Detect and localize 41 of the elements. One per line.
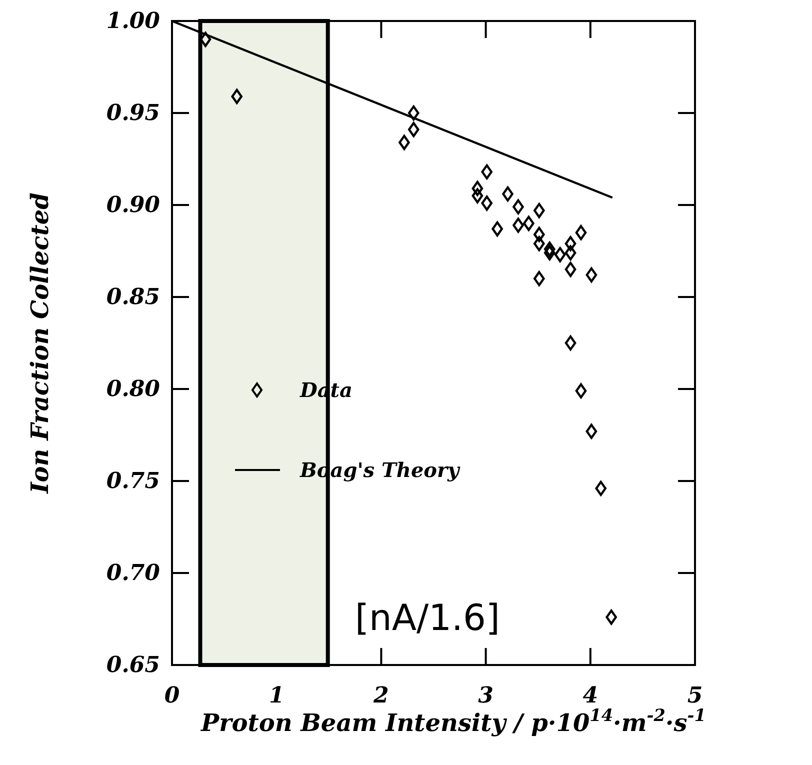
y-tick-label: 0.75 [106, 468, 160, 494]
point [523, 216, 534, 231]
point [575, 383, 587, 398]
point [544, 245, 556, 260]
point [408, 122, 420, 138]
point [533, 202, 545, 218]
point [564, 262, 576, 277]
point [398, 134, 410, 150]
point [231, 88, 242, 104]
annotation: [nA/1.6] [355, 598, 500, 639]
point [512, 199, 524, 214]
point [564, 335, 576, 351]
point [533, 236, 545, 252]
point [481, 196, 492, 211]
point [575, 225, 587, 240]
point [533, 271, 545, 286]
point [472, 188, 484, 204]
y-tick-label: 1.00 [106, 8, 161, 34]
point [512, 218, 524, 233]
y-tick-label: 0.85 [106, 284, 160, 310]
x-tick-label: 0 [164, 682, 180, 709]
point [492, 221, 503, 237]
y-axis-title: Ion Fraction Collected [25, 192, 54, 494]
point [564, 245, 576, 260]
point [595, 480, 607, 496]
point [502, 186, 514, 202]
y-tick-label: 0.90 [106, 192, 161, 218]
y-tick-label: 0.65 [106, 652, 160, 678]
point [472, 180, 484, 196]
y-tick-label: 0.95 [106, 100, 160, 126]
y-tick-label: 0.80 [106, 376, 161, 402]
y-tick-label: 0.70 [106, 560, 161, 586]
point [408, 105, 420, 121]
point [606, 610, 617, 625]
point [554, 247, 566, 262]
point [481, 164, 492, 180]
point [586, 424, 598, 439]
point [564, 236, 576, 252]
point [544, 242, 556, 257]
point [586, 267, 598, 283]
point [533, 226, 545, 242]
